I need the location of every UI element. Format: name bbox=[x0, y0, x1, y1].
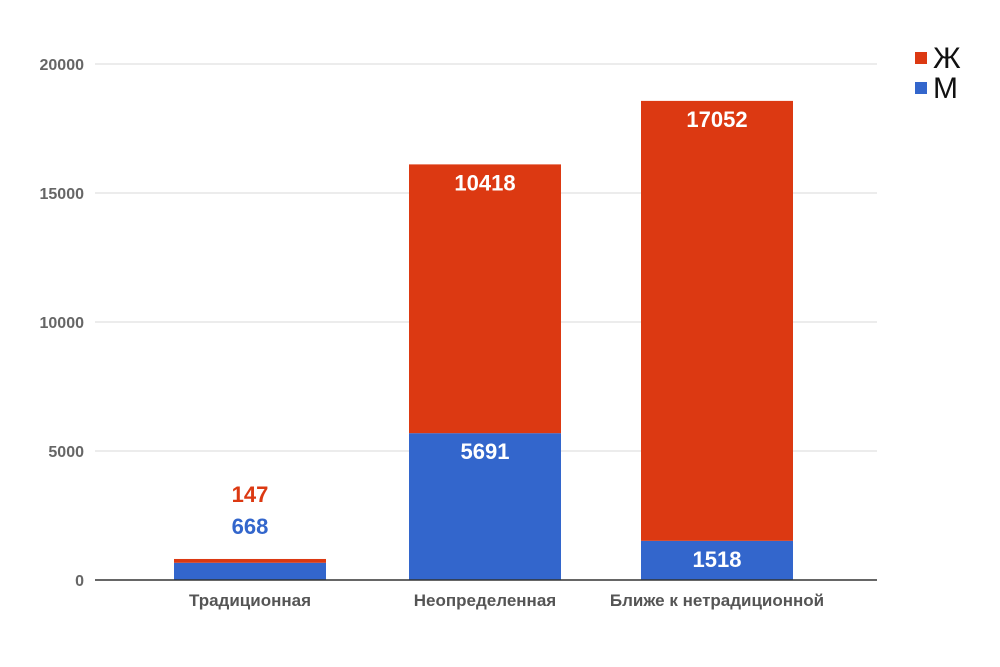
bars bbox=[174, 100, 793, 580]
y-axis-ticks: 0 5000 10000 15000 20000 bbox=[40, 57, 85, 590]
bar-segment-zh bbox=[174, 558, 326, 563]
y-tick-label: 5000 bbox=[48, 444, 84, 461]
bar-segment-m bbox=[409, 433, 561, 580]
x-category-label: Традиционная bbox=[189, 591, 311, 610]
data-label-m: 668 bbox=[232, 514, 269, 539]
data-label-m: 1518 bbox=[693, 547, 742, 572]
data-label-zh: 17052 bbox=[686, 107, 747, 132]
legend: ЖМ bbox=[915, 42, 961, 105]
bar-segment-zh bbox=[641, 100, 793, 541]
legend-label: Ж bbox=[933, 42, 961, 75]
data-label-zh: 10418 bbox=[454, 170, 515, 195]
bar-segment-zh bbox=[409, 164, 561, 434]
legend-swatch bbox=[915, 82, 927, 94]
bar-segment-m bbox=[174, 562, 326, 580]
data-label-m: 5691 bbox=[461, 439, 510, 464]
data-label-zh: 147 bbox=[232, 482, 269, 507]
data-labels: 147 668 5691 10418 1518 17052 bbox=[232, 107, 748, 572]
y-tick-label: 20000 bbox=[40, 57, 85, 74]
legend-label: М bbox=[933, 72, 958, 105]
x-category-label: Неопределенная bbox=[414, 591, 556, 610]
y-tick-label: 15000 bbox=[40, 186, 85, 203]
y-tick-label: 0 bbox=[75, 573, 84, 590]
x-category-label: Ближе к нетрадиционной bbox=[610, 591, 824, 610]
legend-swatch bbox=[915, 52, 927, 64]
y-tick-label: 10000 bbox=[40, 315, 85, 332]
x-axis-categories: Традиционная Неопределенная Ближе к нетрад… bbox=[189, 591, 824, 610]
bar-segment-m bbox=[641, 540, 793, 580]
